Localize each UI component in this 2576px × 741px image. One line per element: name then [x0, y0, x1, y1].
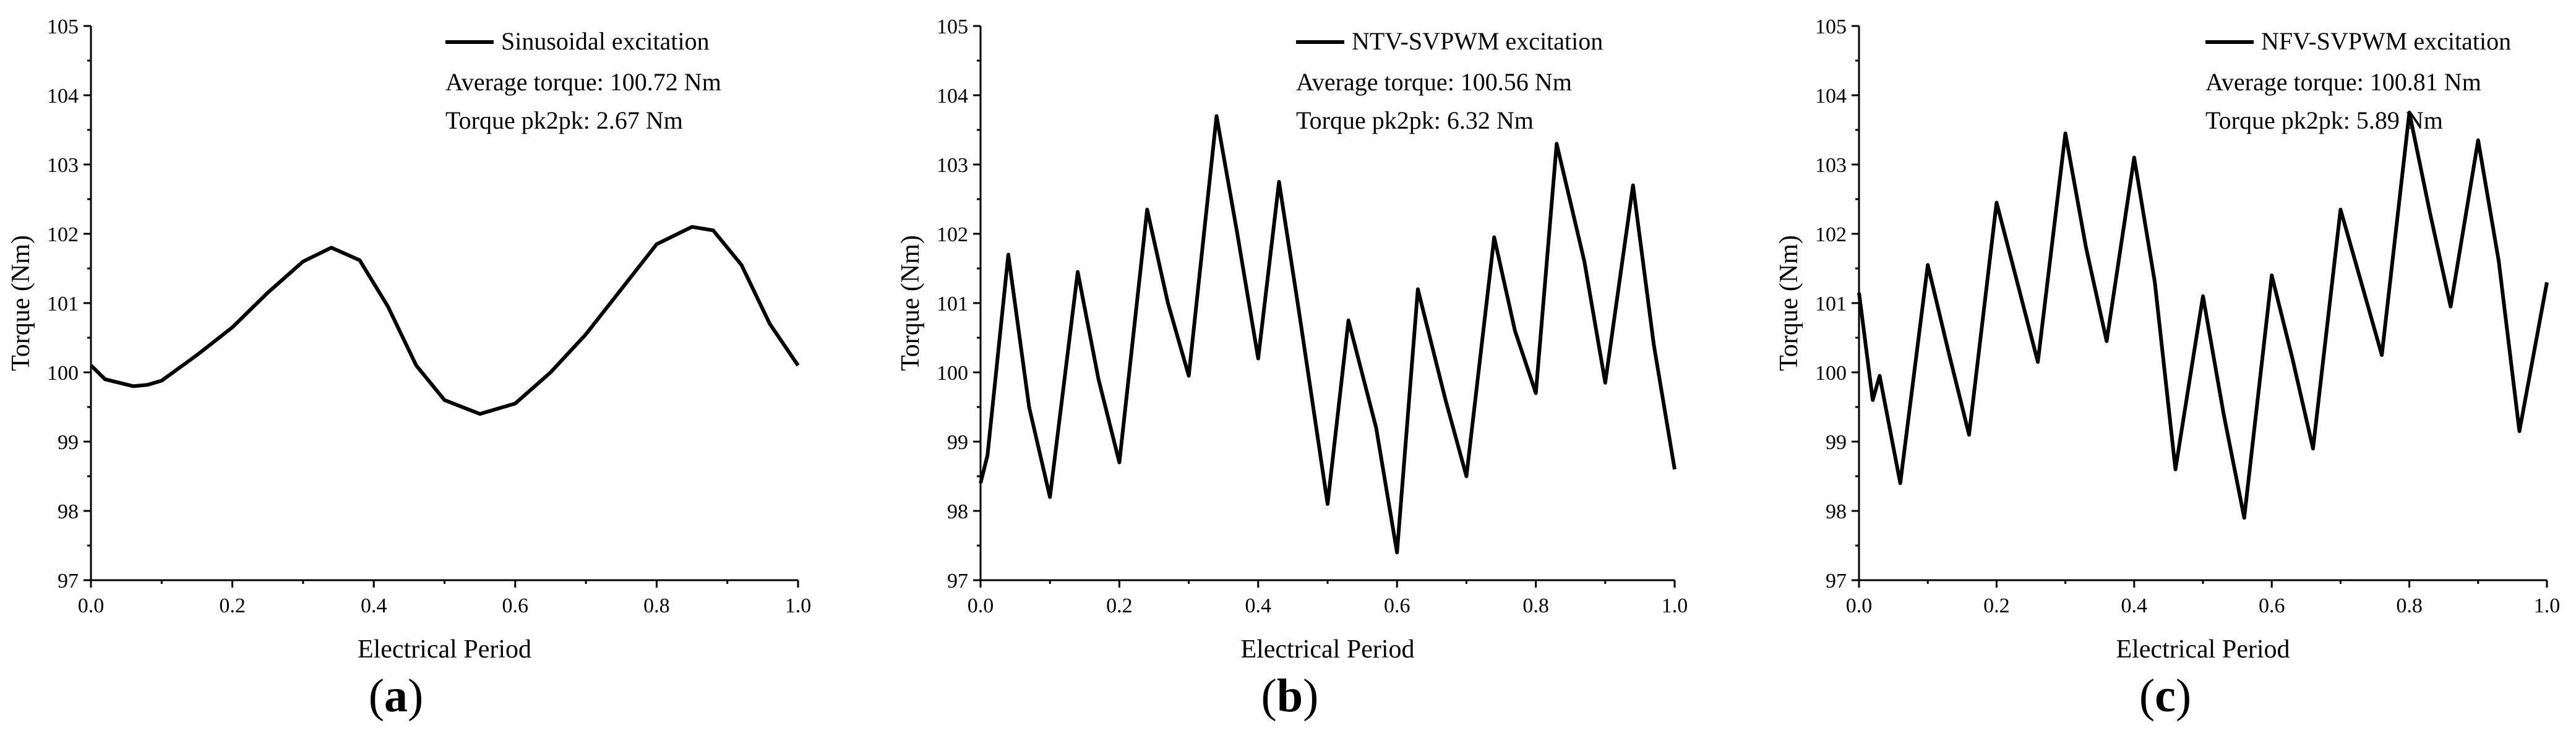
- chart-panel-c: 97 98 99 100 101 102 103 104 105 0.0 0.2 0.4 0.6 0.8 1…: [1775, 15, 2560, 722]
- x-tick-label: 0.4: [2121, 594, 2148, 617]
- panel-letter: b: [1277, 670, 1303, 722]
- panel-paren-close: ): [1303, 670, 1318, 722]
- y-tick-label: 100: [937, 362, 968, 385]
- panel-letter: a: [384, 670, 408, 722]
- x-axis-label: Electrical Period: [358, 635, 531, 664]
- y-axis-label: Torque (Nm): [7, 235, 35, 371]
- series-line: [89, 225, 800, 416]
- y-tick-label: 104: [47, 85, 79, 108]
- x-tick-label: 0.6: [2259, 594, 2285, 617]
- y-tick-label: 103: [1815, 154, 1847, 177]
- x-tick-label: 0.8: [2396, 594, 2423, 617]
- panel-paren-open: (: [369, 670, 384, 722]
- x-tick-label: 0.0: [968, 594, 994, 617]
- x-tick-label: 0.4: [1245, 594, 1272, 617]
- legend-label: Sinusoidal excitation: [501, 27, 710, 55]
- legend-label: NFV-SVPWM excitation: [2261, 27, 2511, 55]
- y-tick-label: 103: [47, 154, 79, 177]
- annotation-text: Average torque: 100.72 Nm: [445, 68, 721, 96]
- y-tick-label: 105: [47, 15, 79, 38]
- y-tick-label: 97: [947, 570, 968, 593]
- x-axis-label: Electrical Period: [1240, 635, 1414, 664]
- y-tick-label: 101: [1815, 293, 1847, 315]
- y-tick-label: 102: [937, 223, 968, 246]
- panel-label: (c): [2139, 670, 2191, 722]
- y-tick-label: 101: [47, 293, 79, 315]
- y-tick-label: 99: [58, 431, 79, 454]
- panel-paren-close: ): [408, 670, 423, 722]
- y-tick-label: 98: [1826, 500, 1847, 523]
- x-tick-label: 0.2: [1983, 594, 2010, 617]
- y-tick-label: 105: [937, 15, 968, 38]
- annotation-text: Torque pk2pk: 5.89 Nm: [2205, 106, 2443, 134]
- panel-letter: c: [2155, 670, 2176, 722]
- x-tick-label: 0.8: [1522, 594, 1549, 617]
- x-tick-label: 0.2: [1106, 594, 1133, 617]
- y-tick-label: 99: [947, 431, 968, 454]
- x-tick-label: 0.6: [1384, 594, 1410, 617]
- y-tick-label: 101: [937, 293, 968, 315]
- annotation-text: Torque pk2pk: 2.67 Nm: [445, 106, 683, 134]
- x-axis-label: Electrical Period: [2116, 635, 2290, 664]
- series-line: [1857, 111, 2549, 520]
- legend-label: NTV-SVPWM excitation: [1352, 27, 1603, 55]
- annotation-text: Average torque: 100.81 Nm: [2205, 68, 2481, 96]
- y-tick-label: 104: [1815, 85, 1847, 108]
- panel-label: (a): [369, 670, 424, 722]
- x-tick-label: 1.0: [2534, 594, 2561, 617]
- x-tick-label: 0.2: [219, 594, 246, 617]
- annotation-text: Torque pk2pk: 6.32 Nm: [1296, 106, 1534, 134]
- chart-panel-b: 97 98 99 100 101 102 103 104 105 0.0 0.2 0.4 0.6 0.8 1…: [896, 15, 1688, 722]
- y-tick-label: 99: [1826, 431, 1847, 454]
- y-tick-label: 105: [1815, 15, 1847, 38]
- y-tick-label: 103: [937, 154, 968, 177]
- y-tick-label: 102: [1815, 223, 1847, 246]
- x-tick-label: 1.0: [1662, 594, 1688, 617]
- y-axis-label: Torque (Nm): [896, 235, 925, 371]
- y-tick-label: 104: [937, 85, 968, 108]
- y-tick-label: 97: [1826, 570, 1847, 593]
- panel-paren-open: (: [2139, 670, 2155, 722]
- y-tick-label: 98: [947, 500, 968, 523]
- y-tick-label: 100: [1815, 362, 1847, 385]
- y-tick-label: 100: [47, 362, 79, 385]
- y-axis-label: Torque (Nm): [1775, 235, 1803, 371]
- x-tick-label: 1.0: [785, 594, 812, 617]
- panel-paren-close: ): [2176, 670, 2191, 722]
- y-tick-label: 102: [47, 223, 79, 246]
- x-tick-label: 0.0: [1846, 594, 1873, 617]
- x-tick-label: 0.0: [78, 594, 105, 617]
- chart-panel-a: 97 98 99 100 101 102 103 104 105 0.0 0.2 0.4 0.6 0.8 1…: [7, 15, 811, 722]
- panel-label: (b): [1261, 670, 1319, 722]
- x-tick-label: 0.6: [502, 594, 529, 617]
- x-tick-label: 0.4: [361, 594, 387, 617]
- panel-paren-open: (: [1261, 670, 1277, 722]
- y-tick-label: 97: [58, 570, 79, 593]
- y-tick-label: 98: [58, 500, 79, 523]
- x-tick-label: 0.8: [643, 594, 670, 617]
- annotation-text: Average torque: 100.56 Nm: [1296, 68, 1572, 96]
- series-line: [979, 114, 1677, 555]
